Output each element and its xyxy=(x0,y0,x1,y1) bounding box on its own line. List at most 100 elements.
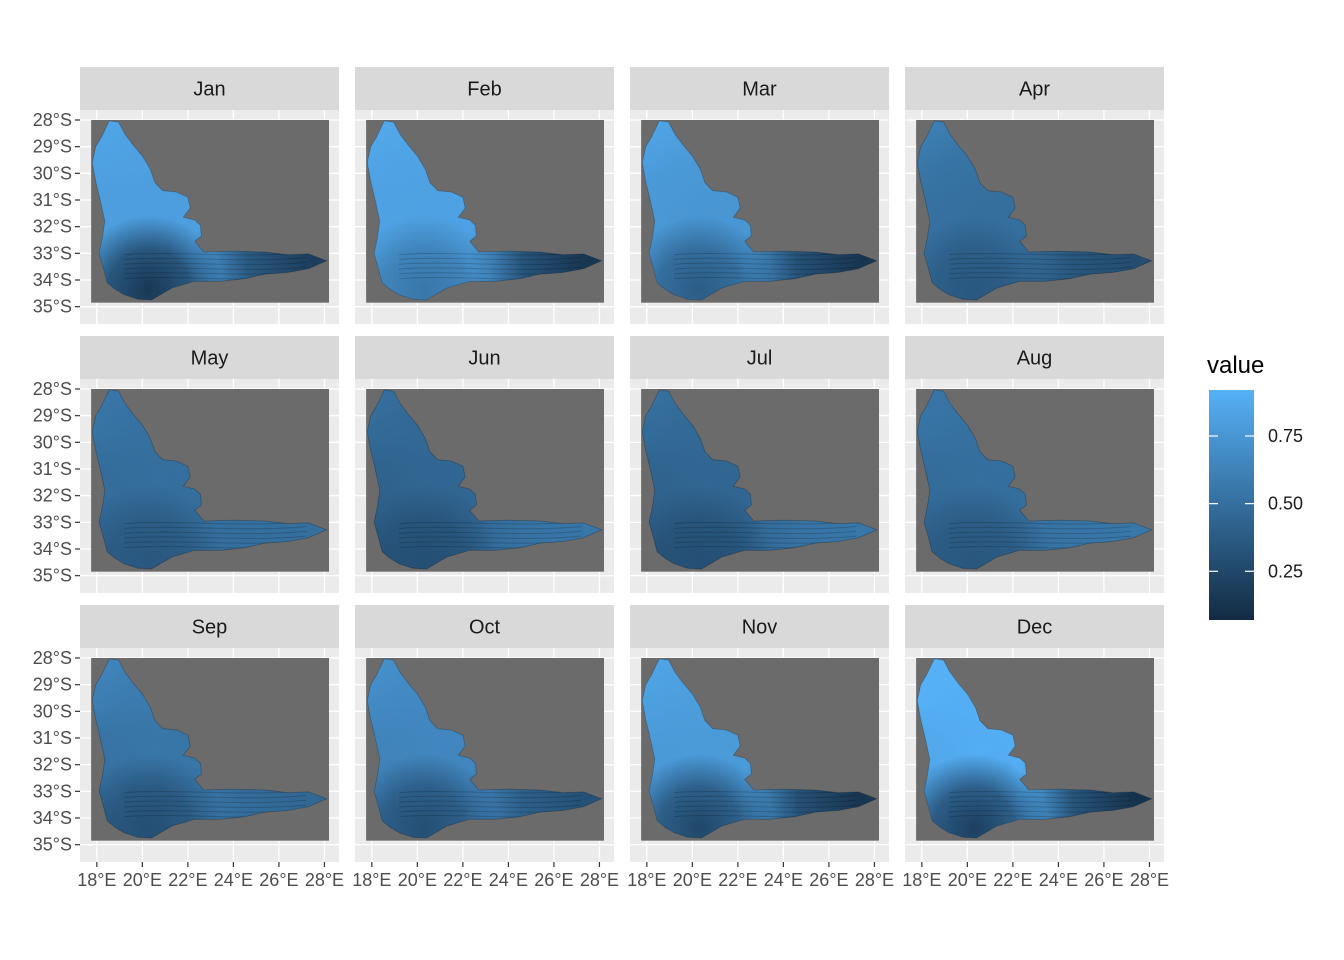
terrain-texture xyxy=(124,256,307,261)
terrain-texture xyxy=(124,799,307,804)
y-tick-label: 32°S xyxy=(33,755,72,775)
facet-dec: Dec 18°E 20°E 22°E 24°E 26°E 28°E xyxy=(902,605,1169,890)
strip-label: Nov xyxy=(742,617,778,639)
value-south xyxy=(367,753,500,838)
terrain-texture xyxy=(674,261,857,266)
terrain-texture xyxy=(399,266,582,270)
value-south xyxy=(92,753,225,838)
region-outline xyxy=(641,389,878,570)
terrain-texture xyxy=(674,804,857,808)
facet-jul: Jul xyxy=(630,336,889,593)
x-tick-label: 20°E xyxy=(123,870,162,890)
x-tick-label: 24°E xyxy=(489,870,528,890)
terrain-texture xyxy=(949,525,1132,530)
value-south xyxy=(92,484,225,569)
strip-label: Dec xyxy=(1017,617,1053,639)
terrain-texture xyxy=(399,261,582,266)
terrain-texture xyxy=(124,804,307,808)
x-tick-label: 28°E xyxy=(580,870,619,890)
region-outline xyxy=(916,389,1153,570)
value-south xyxy=(917,753,1050,838)
strip-label: Jun xyxy=(468,348,500,370)
terrain-texture xyxy=(399,525,582,530)
terrain-texture xyxy=(399,535,582,539)
terrain-texture xyxy=(674,530,857,535)
strip-label: Aug xyxy=(1017,348,1053,370)
x-tick-label: 24°E xyxy=(764,870,803,890)
value-south xyxy=(367,215,500,300)
y-tick-label: 28°S xyxy=(33,648,72,668)
strip-header xyxy=(905,605,1164,648)
y-tick-label: 29°S xyxy=(33,137,72,157)
x-tick-label: 28°E xyxy=(855,870,894,890)
x-tick-label: 20°E xyxy=(948,870,987,890)
x-tick-label: 24°E xyxy=(214,870,253,890)
value-south xyxy=(367,484,500,569)
x-tick-label: 18°E xyxy=(902,870,941,890)
x-tick-label: 18°E xyxy=(352,870,391,890)
terrain-texture xyxy=(124,266,307,270)
x-tick-label: 28°E xyxy=(1130,870,1169,890)
region-outline xyxy=(641,120,878,301)
value-south xyxy=(642,484,775,569)
y-tick-label: 32°S xyxy=(33,217,72,237)
region-outline xyxy=(916,658,1153,839)
x-tick-label: 26°E xyxy=(809,870,848,890)
region-outline xyxy=(366,658,603,839)
region-outline xyxy=(91,120,328,301)
terrain-texture xyxy=(124,525,307,530)
legend-colorbar xyxy=(1209,390,1254,620)
value-south xyxy=(917,215,1050,300)
strip-header xyxy=(80,605,339,648)
y-tick-label: 31°S xyxy=(33,459,72,479)
terrain-texture xyxy=(949,530,1132,535)
y-tick-label: 31°S xyxy=(33,190,72,210)
value-south xyxy=(92,215,225,300)
y-tick-label: 29°S xyxy=(33,675,72,695)
y-tick-label: 30°S xyxy=(33,701,72,721)
y-tick-label: 34°S xyxy=(33,808,72,828)
strip-header xyxy=(905,67,1164,110)
y-tick-label: 34°S xyxy=(33,270,72,290)
x-tick-label: 20°E xyxy=(673,870,712,890)
color-legend: value 0.25 0.50 0.75 xyxy=(1207,352,1303,620)
facet-panels: Jan 28°S 29°S 30°S 31°S 32°S 33°S 34°S 35°S Feb Ma… xyxy=(33,67,1169,890)
terrain-texture xyxy=(674,256,857,261)
terrain-texture xyxy=(949,799,1132,804)
terrain-texture xyxy=(674,525,857,530)
strip-label: Feb xyxy=(467,79,501,101)
value-south xyxy=(917,484,1050,569)
y-tick-label: 35°S xyxy=(33,566,72,586)
terrain-texture xyxy=(124,530,307,535)
strip-label: Jan xyxy=(193,79,225,101)
x-tick-label: 22°E xyxy=(993,870,1032,890)
x-tick-label: 24°E xyxy=(1039,870,1078,890)
strip-header xyxy=(905,336,1164,379)
x-tick-label: 28°E xyxy=(305,870,344,890)
terrain-texture xyxy=(949,256,1132,261)
legend-break-label: 0.50 xyxy=(1268,494,1303,514)
facet-aug: Aug xyxy=(905,336,1164,593)
x-tick-label: 22°E xyxy=(443,870,482,890)
y-tick-label: 33°S xyxy=(33,781,72,801)
strip-label: Mar xyxy=(742,79,777,101)
strip-header xyxy=(355,67,614,110)
strip-label: May xyxy=(191,348,229,370)
x-tick-label: 22°E xyxy=(168,870,207,890)
strip-header xyxy=(630,605,889,648)
strip-header xyxy=(630,67,889,110)
facet-apr: Apr xyxy=(905,67,1164,324)
facet-oct: Oct 18°E 20°E 22°E 24°E 26°E 28°E xyxy=(352,605,619,890)
facet-may: May 28°S 29°S 30°S 31°S 32°S 33°S 34°S 35°S xyxy=(33,336,339,593)
y-tick-label: 32°S xyxy=(33,486,72,506)
region-outline xyxy=(366,120,603,301)
region-outline xyxy=(916,120,1153,301)
terrain-texture xyxy=(399,804,582,808)
terrain-texture xyxy=(949,535,1132,539)
y-tick-label: 29°S xyxy=(33,406,72,426)
terrain-texture xyxy=(399,256,582,261)
facet-feb: Feb xyxy=(355,67,614,324)
value-south xyxy=(642,753,775,838)
x-tick-label: 22°E xyxy=(718,870,757,890)
